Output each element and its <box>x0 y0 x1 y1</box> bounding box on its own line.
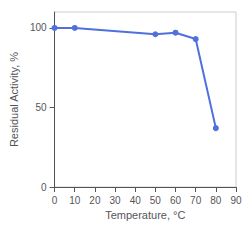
svg-text:80: 80 <box>210 195 222 206</box>
svg-text:10: 10 <box>69 195 81 206</box>
svg-text:20: 20 <box>89 195 101 206</box>
svg-text:50: 50 <box>150 195 162 206</box>
svg-text:50: 50 <box>35 102 47 113</box>
svg-text:Residual Activity, %: Residual Activity, % <box>8 52 20 147</box>
svg-text:70: 70 <box>190 195 202 206</box>
svg-text:0: 0 <box>52 195 58 206</box>
svg-text:60: 60 <box>170 195 182 206</box>
svg-text:40: 40 <box>130 195 142 206</box>
svg-text:Temperature, °C: Temperature, °C <box>105 209 185 221</box>
svg-text:90: 90 <box>230 195 242 206</box>
svg-text:0: 0 <box>41 182 47 193</box>
svg-text:100: 100 <box>30 22 47 33</box>
svg-text:30: 30 <box>109 195 121 206</box>
